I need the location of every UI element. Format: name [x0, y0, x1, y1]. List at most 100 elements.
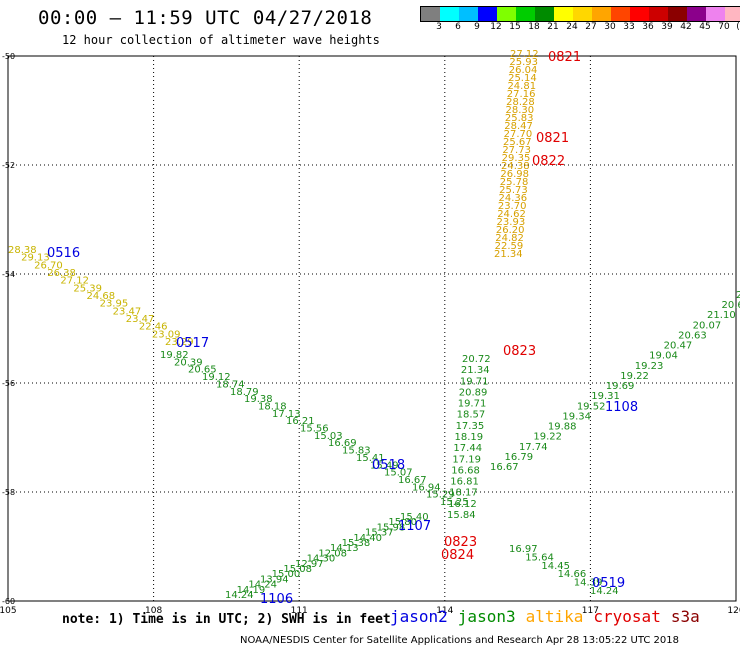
pass-number-label: 0823 — [503, 344, 536, 359]
y-tick-label: -56 — [2, 379, 15, 388]
color-swatch — [497, 7, 516, 21]
wave-height-label: 20.39 — [174, 357, 203, 368]
wave-height-label: 19.22 — [620, 371, 649, 382]
footer-credit: NOAA/NESDIS Center for Satellite Applica… — [240, 635, 679, 646]
wave-height-label: 16.94 — [412, 482, 441, 493]
wave-height-label: 24.82 — [495, 233, 524, 244]
y-tick-label: -60 — [2, 597, 15, 606]
wave-height-label: 14.39 — [574, 578, 603, 589]
wave-height-label: 18.74 — [216, 379, 245, 390]
color-swatch — [592, 7, 611, 21]
x-tick-label: 117 — [582, 606, 599, 616]
pass-number-label: 0824 — [441, 548, 474, 563]
color-swatch — [421, 7, 440, 21]
wave-height-label: 15.80 — [388, 517, 417, 528]
satellite-legend: jason2 jason3 altika cryosat s3a — [390, 607, 710, 626]
color-swatch — [459, 7, 478, 21]
wave-height-label: 25.78 — [500, 177, 529, 188]
wave-height-label: 19.71 — [460, 376, 489, 387]
wave-height-label: 16.67 — [398, 475, 427, 486]
wave-height-label: 19.34 — [562, 411, 591, 422]
color-swatch — [706, 7, 725, 21]
color-swatch — [630, 7, 649, 21]
wave-height-label: 20.07 — [693, 320, 722, 331]
wave-height-label: 25.83 — [505, 113, 534, 124]
map-subtitle: 12 hour collection of altimeter wave hei… — [62, 33, 380, 47]
wave-height-label: 23.70 — [498, 201, 527, 212]
wave-height-label: 15.64 — [525, 552, 554, 563]
wave-height-label: 18.79 — [230, 387, 259, 398]
color-scale-label: 9 — [474, 22, 480, 32]
wave-height-label: 19.71 — [458, 399, 487, 410]
wave-height-label: 25.39 — [73, 283, 102, 294]
wave-height-label: 14.19 — [237, 585, 266, 596]
color-scale-label: 21 — [547, 22, 559, 32]
x-tick-label: 105 — [0, 606, 17, 616]
pass-number-label: 0517 — [176, 336, 209, 351]
wave-height-label: 21.34 — [461, 365, 490, 376]
color-swatch — [649, 7, 668, 21]
x-tick-label: 114 — [436, 606, 453, 616]
color-scale-label: 24 — [566, 22, 578, 32]
pass-number-label: 0821 — [548, 50, 581, 65]
wave-height-label: 26.98 — [500, 169, 529, 180]
wave-height-label: 14.40 — [353, 533, 382, 544]
wave-height-label: 19.12 — [202, 372, 231, 383]
wave-height-label: 19.23 — [635, 361, 664, 372]
wave-height-label: 25.14 — [508, 73, 537, 84]
color-scale-label: 3 — [436, 22, 442, 32]
x-tick-label: 111 — [291, 606, 308, 616]
x-tick-label: 120 — [727, 606, 740, 616]
wave-height-label: 23.95 — [100, 299, 129, 310]
wave-height-label: 15.98 — [377, 522, 406, 533]
color-scale-label: 70 — [718, 22, 730, 32]
map-frame — [7, 55, 737, 602]
wave-height-label: 25.93 — [509, 57, 538, 68]
color-scale-label: 39 — [661, 22, 673, 32]
color-swatch — [611, 7, 630, 21]
wave-height-label: 25.73 — [499, 185, 528, 196]
color-swatch — [668, 7, 687, 21]
wave-height-label: 16.69 — [328, 438, 357, 449]
y-tick-label: -58 — [2, 488, 15, 497]
wave-height-label: 16.67 — [490, 462, 519, 473]
wave-height-label: 15.56 — [300, 424, 329, 435]
wave-height-label: 26.04 — [509, 65, 538, 76]
wave-height-label: 19.82 — [160, 350, 189, 361]
wave-height-label: 29.13 — [21, 253, 50, 264]
wave-height-label: 12.97 — [295, 559, 324, 570]
wave-height-label: 21.10 — [707, 310, 736, 321]
wave-height-label: 20.89 — [459, 387, 488, 398]
wave-height-label: 15.37 — [365, 528, 394, 539]
color-swatch — [725, 7, 740, 21]
wave-height-label: 16.79 — [504, 452, 533, 463]
wave-height-label: 24.38 — [501, 161, 530, 172]
wave-height-label: 17.44 — [453, 443, 482, 454]
color-scale-bar — [420, 6, 740, 22]
wave-height-label: 12.08 — [318, 548, 347, 559]
color-scale-label: 27 — [585, 22, 597, 32]
wave-height-label: 28.28 — [506, 97, 535, 108]
wave-height-label: 15.84 — [447, 510, 476, 521]
x-tick-label: 108 — [145, 606, 162, 616]
wave-height-label: 25.67 — [503, 137, 532, 148]
wave-height-label: 15.03 — [314, 431, 343, 442]
color-swatch — [554, 7, 573, 21]
wave-height-label: 28.30 — [506, 105, 535, 116]
wave-height-label: 19.22 — [533, 432, 562, 443]
wave-height-label: 15.83 — [342, 446, 371, 457]
wave-height-label: 18.19 — [455, 432, 484, 443]
satellite-legend-item: jason2 — [390, 607, 448, 626]
satellite-legend-item: cryosat — [593, 607, 661, 626]
color-swatch — [535, 7, 554, 21]
color-scale-label: 36 — [642, 22, 654, 32]
pass-number-label: 1107 — [398, 519, 431, 534]
map-title: 00:00 — 11:59 UTC 04/27/2018 — [38, 7, 373, 29]
wave-height-label: 18.18 — [258, 401, 287, 412]
color-scale-label: 6 — [455, 22, 461, 32]
wave-height-label: 22.59 — [495, 241, 524, 252]
wave-height-label: 23.47 — [126, 314, 155, 325]
wave-height-label: 24.36 — [498, 193, 527, 204]
pass-number-label: 0519 — [592, 576, 625, 591]
